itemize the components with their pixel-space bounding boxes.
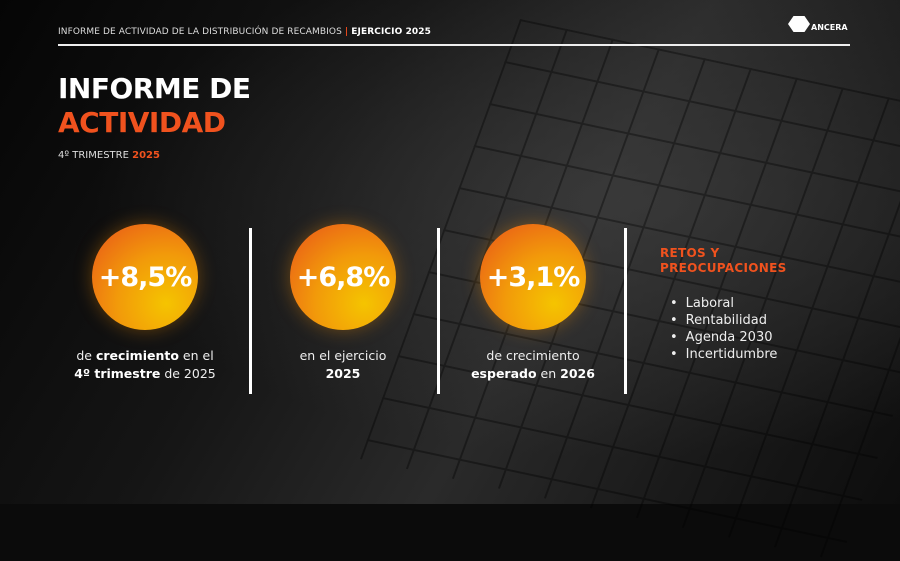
logo-icon bbox=[788, 16, 810, 32]
header-year: EJERCICIO 2025 bbox=[351, 27, 432, 37]
cap-text: de 2025 bbox=[160, 366, 216, 381]
kpi-circle-3: +3,1% bbox=[480, 224, 586, 330]
subtitle-text: 4º TRIMESTRE bbox=[58, 150, 129, 161]
list-item: Rentabilidad bbox=[670, 312, 777, 329]
divider bbox=[437, 228, 440, 394]
title-line2: ACTIVIDAD bbox=[58, 106, 226, 139]
retos-title-line1: RETOS Y bbox=[660, 246, 720, 260]
cap-text: de crecimiento bbox=[486, 348, 580, 363]
header-divider bbox=[58, 44, 850, 46]
header: INFORME DE ACTIVIDAD DE LA DISTRIBUCIÓN … bbox=[58, 27, 431, 37]
kpi-circle-2: +6,8% bbox=[290, 224, 396, 330]
header-separator: | bbox=[344, 27, 349, 37]
list-item: Incertidumbre bbox=[670, 346, 778, 363]
cap-text: en bbox=[536, 366, 561, 381]
cap-bold: 2025 bbox=[325, 366, 361, 381]
cap-bold: esperado bbox=[471, 366, 537, 381]
subtitle: 4º TRIMESTRE 2025 bbox=[58, 150, 160, 161]
header-title: INFORME DE ACTIVIDAD DE LA DISTRIBUCIÓN … bbox=[58, 27, 342, 37]
divider bbox=[249, 228, 252, 394]
page-title: INFORME DE ACTIVIDAD bbox=[58, 72, 251, 140]
list-item: Laboral bbox=[670, 295, 777, 312]
retos-title: RETOS Y PREOCUPACIONES bbox=[660, 246, 787, 276]
cap-bold: 2026 bbox=[560, 366, 595, 381]
subtitle-year: 2025 bbox=[132, 150, 160, 161]
kpi-circle-1: +8,5% bbox=[92, 224, 198, 330]
divider bbox=[624, 228, 627, 394]
kpi-caption-2: en el ejercicio 2025 bbox=[243, 347, 443, 383]
cap-text: en el ejercicio bbox=[299, 348, 387, 363]
logo-text: ANCERA bbox=[811, 23, 848, 32]
title-line1: INFORME DE bbox=[58, 72, 251, 105]
retos-list: Laboral Rentabilidad Agenda 2030 Incerti… bbox=[670, 295, 778, 363]
logo: ANCERA bbox=[788, 16, 848, 32]
list-item: Agenda 2030 bbox=[670, 329, 777, 346]
kpi-caption-3: de crecimiento esperado en 2026 bbox=[433, 347, 633, 383]
cap-text: de bbox=[76, 348, 96, 363]
cap-text: en el bbox=[178, 348, 214, 363]
cap-bold: 4º trimestre bbox=[74, 366, 161, 381]
retos-title-line2: PREOCUPACIONES bbox=[660, 261, 787, 275]
kpi-caption-1: de crecimiento en el 4º trimestre de 2025 bbox=[45, 347, 245, 383]
cap-bold: crecimiento bbox=[95, 348, 179, 363]
